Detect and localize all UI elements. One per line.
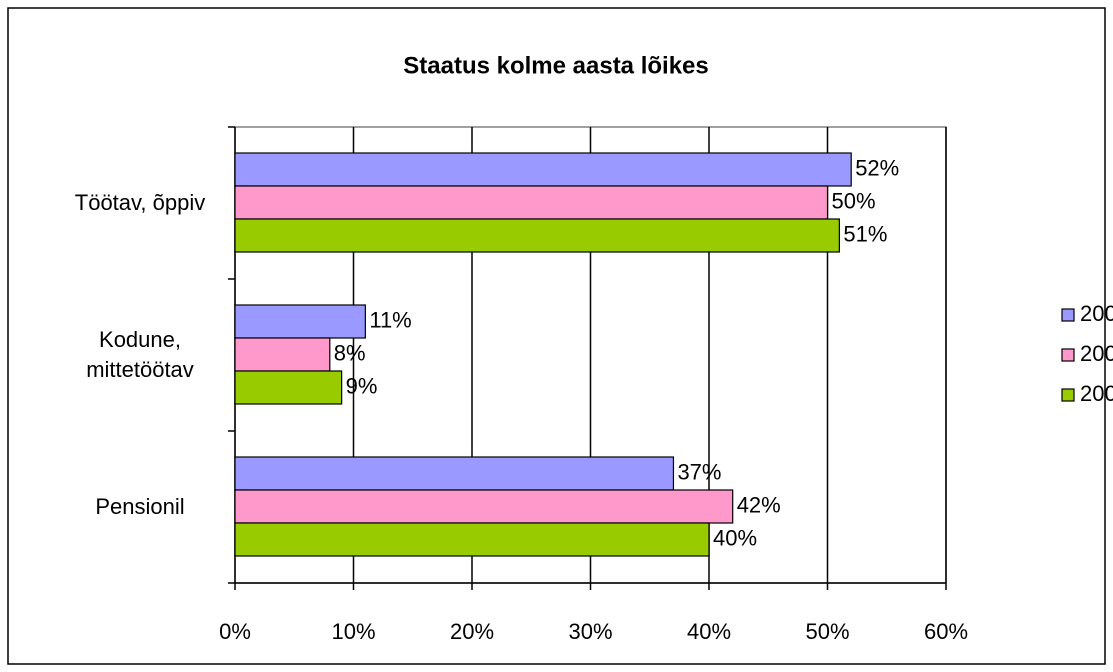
x-tick-label: 0% [219,619,251,644]
value-label: 40% [713,525,757,550]
value-label: 51% [843,221,887,246]
legend-swatch [1061,348,1075,362]
value-label: 37% [677,459,721,484]
bar [234,456,675,491]
bar [234,370,343,405]
bar [234,489,734,524]
y-tick-label: Pensionil [95,494,185,519]
value-label: 11% [369,307,411,332]
x-tick-label: 10% [331,619,375,644]
legend-swatch [1061,308,1075,322]
legend-label: 2006 [1080,381,1113,406]
value-label: 8% [334,340,366,365]
value-label: 52% [855,155,899,180]
bar [234,304,366,339]
x-tick-label: 50% [805,619,849,644]
value-label: 9% [346,373,378,398]
y-tick-label: Töötav, õppiv [74,190,206,215]
legend-label: 2009 [1080,301,1113,326]
legend-label: 2007 [1080,341,1113,366]
legend-swatch [1061,388,1075,402]
x-tick-label: 20% [450,619,494,644]
chart-title: Staatus kolme aasta lõikes [403,52,708,79]
value-label: 42% [737,492,781,517]
value-label: 50% [832,188,876,213]
bar [234,185,829,220]
x-tick-label: 30% [568,619,612,644]
bar [234,337,331,372]
bar [234,152,852,187]
y-tick-label: Kodune, mittetöötav [86,327,194,382]
x-tick-label: 40% [687,619,731,644]
bar [234,218,840,253]
x-tick-label: 60% [924,619,968,644]
bar [234,522,710,557]
